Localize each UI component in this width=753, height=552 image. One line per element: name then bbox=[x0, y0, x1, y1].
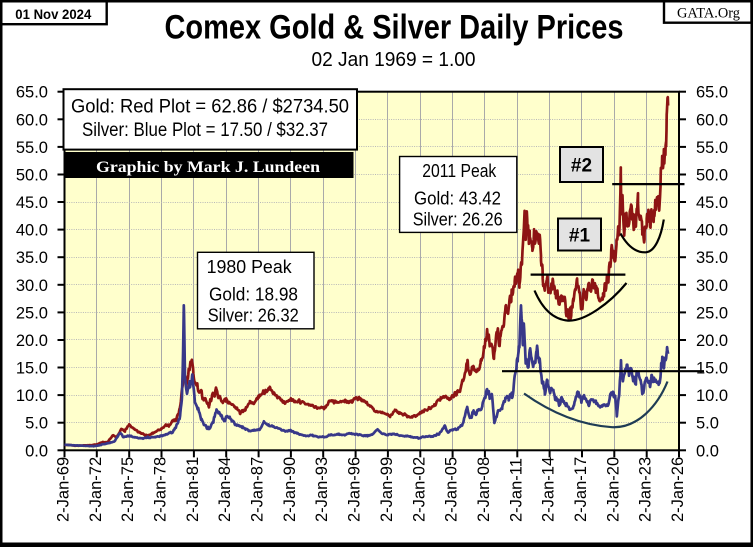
svg-text:GATA.Org: GATA.Org bbox=[677, 6, 740, 22]
svg-text:55.0: 55.0 bbox=[16, 139, 48, 157]
svg-text:10.0: 10.0 bbox=[16, 387, 48, 405]
svg-text:2-Jan-69: 2-Jan-69 bbox=[55, 457, 73, 522]
svg-text:Silver: 26.32: Silver: 26.32 bbox=[208, 305, 299, 326]
svg-text:2-Jan-84: 2-Jan-84 bbox=[216, 457, 234, 522]
svg-text:25.0: 25.0 bbox=[696, 304, 728, 322]
svg-text:2-Jan-11: 2-Jan-11 bbox=[507, 458, 525, 522]
svg-text:65.0: 65.0 bbox=[16, 84, 48, 102]
svg-text:60.0: 60.0 bbox=[696, 111, 728, 129]
svg-text:30.0: 30.0 bbox=[696, 277, 728, 295]
svg-text:2-Jan-20: 2-Jan-20 bbox=[604, 457, 622, 522]
svg-text:45.0: 45.0 bbox=[16, 194, 48, 212]
svg-text:0.0: 0.0 bbox=[25, 442, 48, 460]
svg-text:45.0: 45.0 bbox=[696, 194, 728, 212]
svg-text:2-Jan-17: 2-Jan-17 bbox=[572, 457, 590, 522]
svg-text:25.0: 25.0 bbox=[16, 304, 48, 322]
svg-text:10.0: 10.0 bbox=[696, 387, 728, 405]
svg-text:50.0: 50.0 bbox=[16, 167, 48, 185]
svg-text:1980 Peak: 1980 Peak bbox=[207, 256, 293, 277]
svg-text:2-Jan-72: 2-Jan-72 bbox=[87, 457, 105, 522]
svg-text:2-Jan-99: 2-Jan-99 bbox=[378, 457, 396, 522]
svg-text:50.0: 50.0 bbox=[696, 167, 728, 185]
svg-text:15.0: 15.0 bbox=[696, 360, 728, 378]
svg-text:01 Nov 2024: 01 Nov 2024 bbox=[15, 6, 91, 22]
svg-text:Comex Gold & Silver Daily Pric: Comex Gold & Silver Daily Prices bbox=[165, 9, 624, 47]
svg-text:2-Jan-08: 2-Jan-08 bbox=[475, 457, 493, 522]
svg-text:2-Jan-96: 2-Jan-96 bbox=[346, 457, 364, 522]
svg-text:40.0: 40.0 bbox=[16, 222, 48, 240]
svg-text:5.0: 5.0 bbox=[696, 415, 719, 433]
svg-text:Gold: Red Plot = 62.86 / $2734: Gold: Red Plot = 62.86 / $2734.50 bbox=[71, 96, 349, 117]
svg-text:30.0: 30.0 bbox=[16, 277, 48, 295]
svg-text:2-Jan-23: 2-Jan-23 bbox=[637, 457, 655, 522]
svg-text:2-Jan-87: 2-Jan-87 bbox=[249, 457, 267, 522]
svg-text:Graphic by Mark J. Lundeen: Graphic by Mark J. Lundeen bbox=[96, 159, 320, 176]
svg-text:2-Jan-26: 2-Jan-26 bbox=[669, 457, 687, 522]
svg-text:15.0: 15.0 bbox=[16, 360, 48, 378]
svg-text:35.0: 35.0 bbox=[696, 249, 728, 267]
svg-text:Silver: Blue Plot = 17.50 / $3: Silver: Blue Plot = 17.50 / $32.37 bbox=[82, 120, 328, 141]
svg-text:2-Jan-93: 2-Jan-93 bbox=[313, 457, 331, 522]
svg-text:2011 Peak: 2011 Peak bbox=[422, 160, 497, 181]
svg-text:2-Jan-14: 2-Jan-14 bbox=[540, 457, 558, 522]
svg-text:2-Jan-75: 2-Jan-75 bbox=[119, 457, 137, 522]
svg-text:0.0: 0.0 bbox=[696, 442, 719, 460]
svg-text:Gold: 43.42: Gold: 43.42 bbox=[414, 188, 501, 209]
svg-text:2-Jan-90: 2-Jan-90 bbox=[281, 457, 299, 522]
svg-text:65.0: 65.0 bbox=[696, 84, 728, 102]
svg-text:60.0: 60.0 bbox=[16, 111, 48, 129]
svg-text:#1: #1 bbox=[569, 226, 591, 247]
svg-text:#2: #2 bbox=[571, 156, 592, 177]
svg-text:35.0: 35.0 bbox=[16, 249, 48, 267]
svg-text:20.0: 20.0 bbox=[696, 332, 728, 350]
svg-text:Silver: 26.26: Silver: 26.26 bbox=[413, 209, 503, 230]
svg-text:40.0: 40.0 bbox=[696, 222, 728, 240]
svg-text:Gold: 18.98: Gold: 18.98 bbox=[209, 284, 298, 305]
svg-text:2-Jan-05: 2-Jan-05 bbox=[443, 457, 461, 522]
svg-text:2-Jan-02: 2-Jan-02 bbox=[410, 457, 428, 522]
svg-text:5.0: 5.0 bbox=[25, 415, 48, 433]
svg-text:20.0: 20.0 bbox=[16, 332, 48, 350]
svg-text:2-Jan-81: 2-Jan-81 bbox=[184, 457, 202, 522]
svg-text:2-Jan-78: 2-Jan-78 bbox=[152, 457, 170, 522]
svg-text:02 Jan 1969 = 1.00: 02 Jan 1969 = 1.00 bbox=[312, 49, 476, 71]
svg-text:55.0: 55.0 bbox=[696, 139, 728, 157]
